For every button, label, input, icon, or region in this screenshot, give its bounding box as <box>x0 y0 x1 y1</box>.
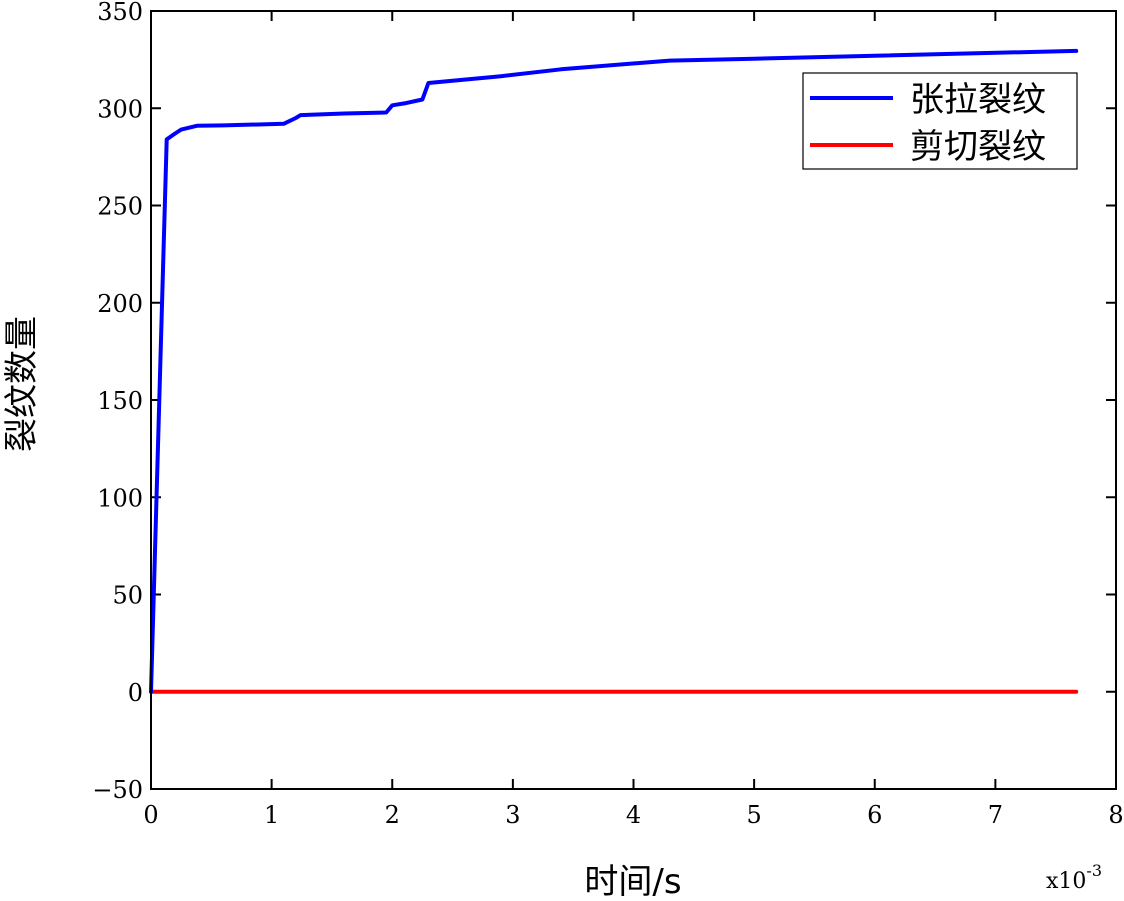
legend-label-tension: 张拉裂纹 <box>910 80 1046 120</box>
legend: 张拉裂纹 剪切裂纹 <box>802 72 1078 170</box>
x-tick-label: 3 <box>505 801 520 829</box>
series-layer <box>149 48 1079 694</box>
x-multiplier-label: x10-3 <box>1046 861 1102 894</box>
x-tick-label: 4 <box>626 801 641 829</box>
x-tick-label: 1 <box>264 801 279 829</box>
x-tick-label: 5 <box>746 801 761 829</box>
y-tick-label: −50 <box>92 776 143 804</box>
legend-box <box>802 72 1078 170</box>
y-tick-label: 200 <box>97 290 143 318</box>
y-tick-label: 100 <box>97 484 143 512</box>
x-tick-label: 7 <box>988 801 1003 829</box>
x-axis-title: 时间/s <box>584 862 681 901</box>
plot-frame <box>150 10 1117 790</box>
y-tick-label: 50 <box>112 582 143 610</box>
y-tick-label: 350 <box>97 0 143 26</box>
y-tick-label: 250 <box>97 193 143 221</box>
x-tick-label: 2 <box>385 801 400 829</box>
legend-label-shear: 剪切裂纹 <box>910 127 1046 167</box>
x-tick-label: 6 <box>867 801 882 829</box>
y-axis-title: 裂纹数量 <box>2 316 42 452</box>
y-tick-label: 0 <box>128 679 143 707</box>
series-line-tension <box>149 48 1079 694</box>
y-tick-label: 150 <box>97 387 143 415</box>
x-tick-label: 0 <box>143 801 158 829</box>
x-tick-label: 8 <box>1108 801 1123 829</box>
y-tick-label: 300 <box>97 95 143 123</box>
x-multiplier-exponent: -3 <box>1086 861 1102 880</box>
x-multiplier-base: x10 <box>1046 869 1086 894</box>
